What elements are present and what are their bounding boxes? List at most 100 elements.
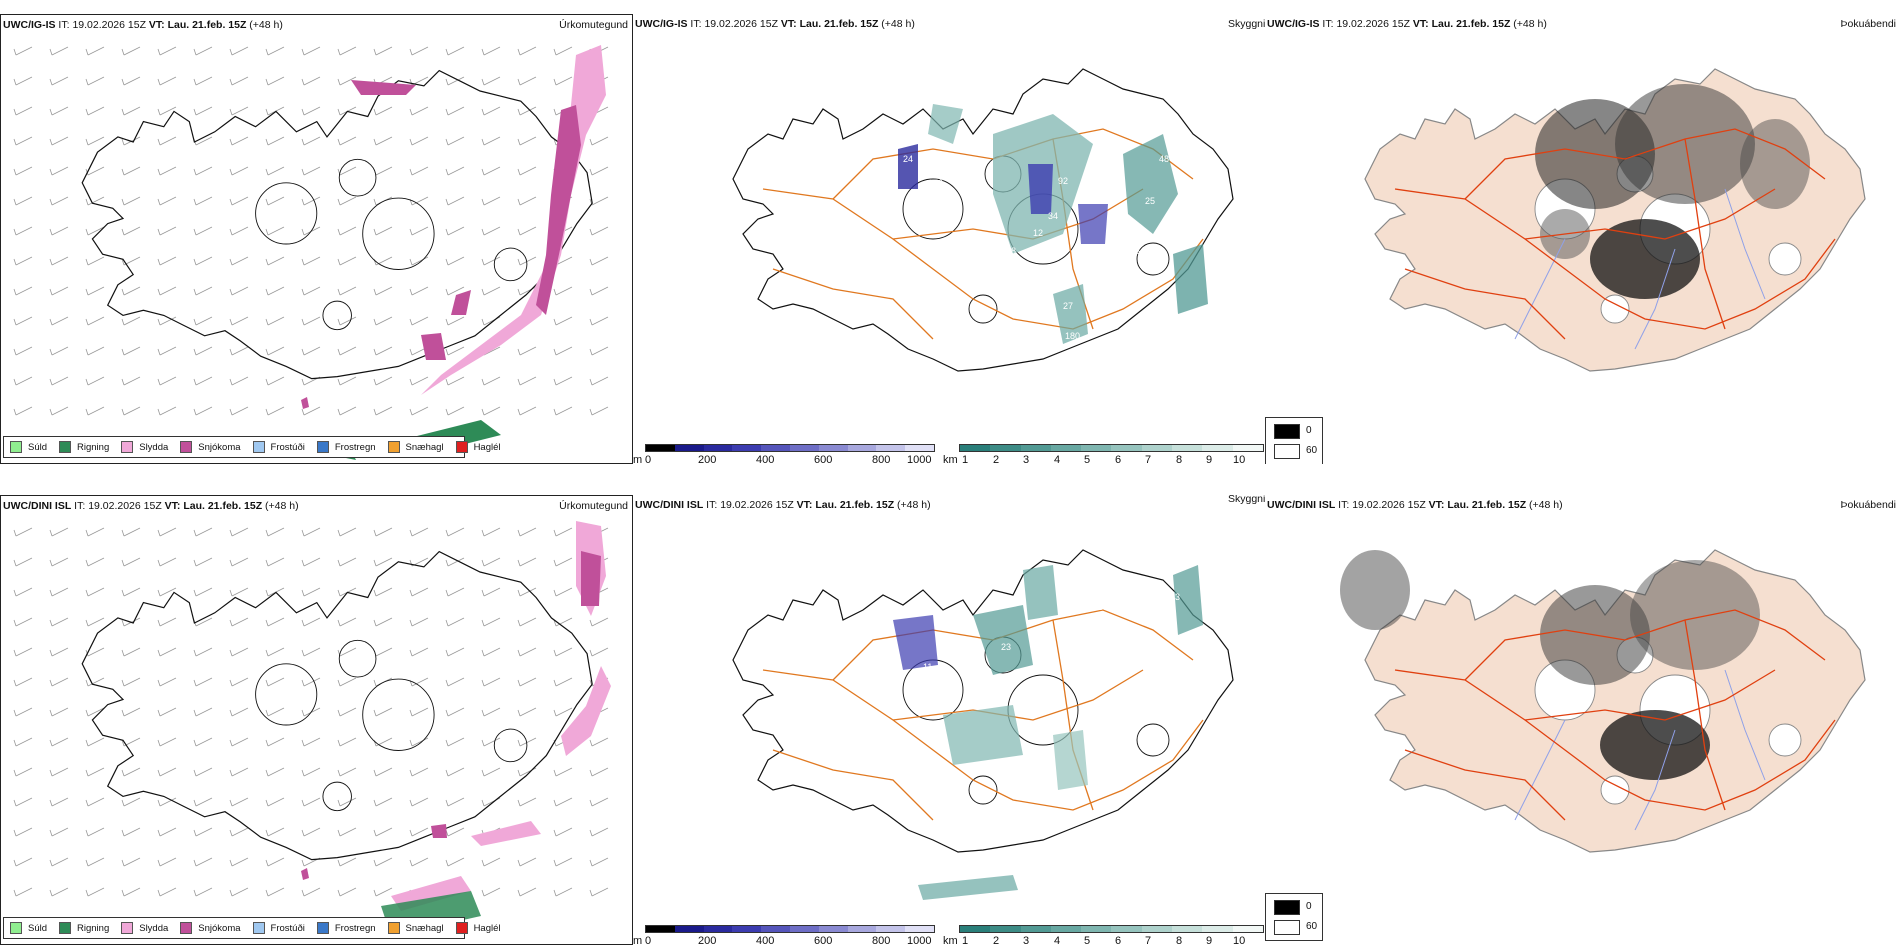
road <box>762 188 1204 330</box>
fog-panel-row1: UWC/IG-IS IT: 19.02.2026 15Z VT: Lau. 21… <box>1265 14 1900 464</box>
precip-legend-row2: Súld Rigning Slydda Snjókoma Frostúði Fr… <box>3 917 501 939</box>
colorbar-tick: 8 <box>1176 454 1183 464</box>
colorbar-tick: 1000 <box>907 935 932 945</box>
legend-item: Rigning <box>59 441 109 453</box>
legend-item: Snjókoma <box>180 441 241 453</box>
colorbar-tick: 7 <box>1145 935 1152 945</box>
fog-panel-row2: UWC/DINI ISL IT: 19.02.2026 15Z VT: Lau.… <box>1265 495 1900 945</box>
colorbar-m <box>645 925 935 933</box>
colorbar-tick: 0 <box>645 454 652 464</box>
iceland-coastline <box>1364 549 1866 853</box>
legend-item: Snjókoma <box>180 922 241 934</box>
legend-item: Frostregn <box>316 922 376 934</box>
legend-item: Frostúði <box>252 441 305 453</box>
svg-text:23: 23 <box>1001 642 1011 652</box>
legend-item: Slydda <box>121 441 168 453</box>
river <box>1724 669 1766 781</box>
visibility-m-colorbar: m 0 200 400 600 800 1000 <box>633 920 935 945</box>
legend-item: Súld <box>10 922 47 934</box>
svg-text:27: 27 <box>1063 301 1073 311</box>
colorbar-tick: 1000 <box>907 454 932 464</box>
colorbar-tick: 400 <box>756 454 775 464</box>
colorbar-tick: 200 <box>698 935 717 945</box>
glacier-outline <box>338 158 377 197</box>
svg-text:34: 34 <box>1048 211 1058 221</box>
colorbar-tick: 6 <box>1115 454 1122 464</box>
svg-text:83: 83 <box>1170 592 1180 602</box>
legend-item: Frostúði <box>252 922 305 934</box>
glacier-outline <box>493 728 528 763</box>
road <box>1394 188 1836 330</box>
colorbar-tick: 5 <box>1084 935 1091 945</box>
road <box>892 669 1144 721</box>
colorbar-tick: 1 <box>962 454 969 464</box>
legend-item: Haglél <box>455 441 501 453</box>
precip-legend-row1: Súld Rigning Slydda Snjókoma Frostúði Fr… <box>3 436 501 458</box>
svg-text:18: 18 <box>1006 246 1016 256</box>
road <box>1684 619 1726 811</box>
visibility-km-colorbar: km 1 2 3 4 5 6 7 8 9 10 <box>943 920 1265 945</box>
colorbar-unit: km <box>943 935 958 945</box>
visibility-km-colorbar: km 1 2 3 4 5 6 7 8 9 10 <box>943 439 1265 464</box>
panel-header: UWC/IG-IS IT: 19.02.2026 15Z VT: Lau. 21… <box>1267 18 1547 30</box>
glacier-outline <box>1600 294 1630 324</box>
wind-barbs <box>13 527 609 897</box>
visibility-m-colorbar: m 0 200 400 600 800 1000 <box>633 439 935 464</box>
road-network <box>1394 128 1836 340</box>
svg-text:180: 180 <box>1065 331 1080 341</box>
glacier-outline <box>362 678 435 751</box>
colorbar-km <box>959 925 1264 933</box>
colorbar-tick: 4 <box>1054 454 1061 464</box>
colorbar-tick: 800 <box>872 454 891 464</box>
svg-text:11: 11 <box>923 662 932 672</box>
road <box>1464 609 1826 681</box>
colorbar-tick: 4 <box>1054 935 1061 945</box>
glacier-outline <box>1768 723 1802 757</box>
precip-type-panel-row1: UWC/IG-IS IT: 19.02.2026 15Z VT: Lau. 21… <box>0 14 633 464</box>
legend-item: Frostregn <box>316 441 376 453</box>
svg-text:10: 10 <box>1051 246 1061 256</box>
svg-text:25: 25 <box>1145 196 1155 206</box>
iceland-coastline <box>732 68 1234 372</box>
iceland-coastline <box>732 549 1234 853</box>
panel-header: UWC/IG-IS IT: 19.02.2026 15Z VT: Lau. 21… <box>635 18 915 30</box>
panel-title: Úrkomutegund <box>559 500 628 512</box>
road <box>1394 669 1836 811</box>
road <box>1464 128 1826 200</box>
colorbar-tick: 1 <box>962 935 969 945</box>
panel-title: Þokuábendi <box>1840 499 1896 511</box>
glacier-outline <box>1136 242 1170 276</box>
colorbar-tick: 600 <box>814 935 833 945</box>
visibility-map: 24 176 78 280 333 33 92 34 12 18 10 27 1… <box>732 68 1234 372</box>
rivers <box>1514 669 1766 831</box>
glacier-outline <box>322 300 352 331</box>
river <box>1514 238 1566 340</box>
svg-text:78: 78 <box>933 196 943 206</box>
fog-map <box>1340 549 1866 853</box>
svg-text:92: 92 <box>1058 176 1068 186</box>
legend-item: Snæhagl <box>387 922 444 934</box>
glacier-outline <box>1768 242 1802 276</box>
svg-text:12: 12 <box>1033 228 1043 238</box>
colorbar-tick: 2 <box>993 454 1000 464</box>
colorbar-tick: 10 <box>1233 454 1246 464</box>
svg-text:24: 24 <box>903 154 913 164</box>
road <box>1404 268 1566 340</box>
colorbar-tick: 400 <box>756 935 775 945</box>
svg-text:280: 280 <box>1093 131 1108 141</box>
colorbar-tick: 5 <box>1084 454 1091 464</box>
fog-legend-row2: 0 60 <box>1265 893 1323 941</box>
visibility-areas <box>893 565 1203 900</box>
svg-text:333: 333 <box>1095 148 1110 158</box>
colorbar-tick: 200 <box>698 454 717 464</box>
colorbar-tick: 7 <box>1145 454 1152 464</box>
colorbar-tick: 3 <box>1023 935 1030 945</box>
svg-text:31: 31 <box>923 685 933 695</box>
svg-text:33: 33 <box>1101 164 1111 174</box>
glacier-outline <box>255 182 318 245</box>
road <box>1524 188 1776 240</box>
iceland-outline <box>732 68 1234 372</box>
precip-type-panel-row2: UWC/DINI ISL IT: 19.02.2026 15Z VT: Lau.… <box>0 495 633 945</box>
svg-text:48: 48 <box>1159 154 1169 164</box>
glacier-outline <box>902 178 964 240</box>
